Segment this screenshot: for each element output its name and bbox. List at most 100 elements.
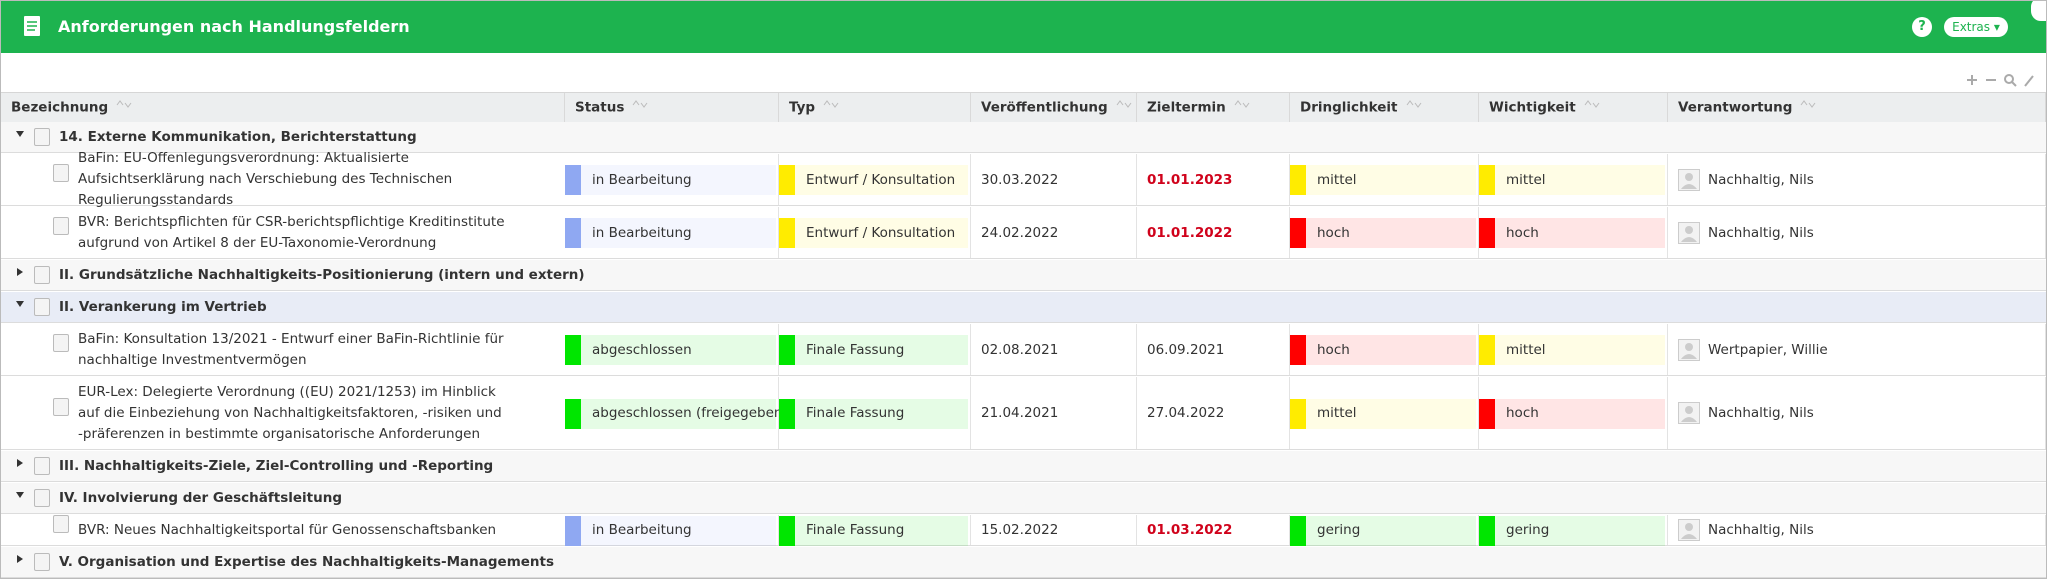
status-bg — [565, 218, 776, 248]
importance-cell: hoch — [1479, 377, 1668, 449]
type-indicator — [779, 515, 795, 546]
type-bg — [779, 165, 968, 195]
type-bg — [779, 398, 968, 429]
group-row[interactable]: 14. Externe Kommunikation, Berichterstat… — [1, 122, 2046, 153]
group-row[interactable]: III. Nachhaltigkeits-Ziele, Ziel-Control… — [1, 451, 2046, 482]
item-row[interactable]: BaFin: Konsultation 13/2021 - Entwurf ei… — [1, 324, 2046, 376]
type-bg — [779, 218, 968, 248]
urgency-bg — [1290, 165, 1476, 195]
due-text: 01.01.2023 — [1147, 171, 1233, 188]
column-label[interactable]: Bezeichnung — [11, 99, 109, 116]
importance-indicator — [1479, 218, 1495, 248]
importance-text: hoch — [1506, 405, 1539, 421]
column-label[interactable]: Typ — [789, 99, 816, 116]
extras-button[interactable]: Extras ▾ — [1944, 17, 2008, 37]
item-icon — [53, 217, 69, 235]
type-text: Finale Fassung — [806, 522, 905, 538]
published-cell: 21.04.2021 — [971, 377, 1137, 449]
group-row[interactable]: IV. Involvierung der Geschäftsleitung — [1, 483, 2046, 514]
status-bg — [565, 165, 776, 195]
group-icon — [34, 489, 50, 507]
item-row[interactable]: EUR-Lex: Delegierte Verordnung ((EU) 202… — [1, 377, 2046, 450]
item-name: BVR: Berichtspflichten für CSR-berichtsp… — [78, 207, 508, 258]
expand-toggle[interactable] — [15, 260, 25, 290]
column-label[interactable]: Veröffentlichung — [981, 99, 1108, 116]
extras-label[interactable]: Extras — [1952, 20, 1991, 34]
column-header[interactable]: Typ — [779, 93, 971, 122]
owner-cell: Nachhaltig, Nils — [1668, 207, 2046, 258]
item-name-text: EUR-Lex: Delegierte Verordnung ((EU) 202… — [78, 383, 502, 442]
column-header[interactable]: Zieltermin — [1137, 93, 1290, 122]
owner-cell: Nachhaltig, Nils — [1668, 377, 2046, 449]
item-icon — [53, 397, 69, 416]
column-label[interactable]: Dringlichkeit — [1300, 99, 1398, 116]
type-cell: Entwurf / Konsultation — [779, 154, 971, 205]
status-text: abgeschlossen (freigegeben) — [592, 405, 788, 421]
status-indicator — [565, 218, 581, 248]
importance-bg — [1479, 165, 1665, 195]
status-cell: in Bearbeitung — [565, 207, 779, 258]
avatar — [1678, 338, 1700, 361]
item-name: EUR-Lex: Delegierte Verordnung ((EU) 202… — [78, 377, 508, 449]
column-header[interactable]: Bezeichnung — [1, 93, 565, 122]
status-indicator — [565, 335, 581, 365]
item-name-text: BVR: Berichtspflichten für CSR-berichtsp… — [78, 213, 505, 251]
type-cell: Finale Fassung — [779, 324, 971, 375]
urgency-indicator — [1290, 218, 1306, 248]
published-cell: 15.02.2022 — [971, 515, 1137, 545]
importance-indicator — [1479, 165, 1495, 195]
due-text: 01.01.2022 — [1147, 224, 1233, 241]
column-label[interactable]: Verantwortung — [1678, 99, 1793, 116]
status-indicator — [565, 515, 581, 546]
importance-cell: mittel — [1479, 324, 1668, 375]
urgency-text: hoch — [1317, 341, 1350, 358]
expand-toggle[interactable] — [15, 292, 25, 322]
status-text: in Bearbeitung — [592, 224, 692, 241]
importance-cell: gering — [1479, 515, 1668, 546]
status-cell: in Bearbeitung — [565, 154, 779, 205]
sort-icon — [632, 93, 648, 122]
column-header[interactable]: Dringlichkeit — [1290, 93, 1479, 122]
urgency-bg — [1290, 398, 1476, 429]
owner-cell: Nachhaltig, Nils — [1668, 515, 2046, 545]
group-label: 14. Externe Kommunikation, Berichterstat… — [59, 129, 417, 145]
type-indicator — [779, 335, 795, 365]
sort-icon — [1406, 93, 1422, 122]
item-row[interactable]: BVR: Berichtspflichten für CSR-berichtsp… — [1, 207, 2046, 259]
group-icon — [34, 298, 50, 316]
expand-toggle[interactable] — [15, 547, 25, 577]
group-row[interactable]: V. Organisation und Expertise des Nachha… — [1, 547, 2046, 578]
group-row[interactable]: II. Grundsätzliche Nachhaltigkeits-Posit… — [1, 260, 2046, 291]
item-row[interactable]: BVR: Neues Nachhaltigkeitsportal für Gen… — [1, 514, 2046, 546]
expand-toggle[interactable] — [15, 451, 25, 481]
column-label[interactable]: Zieltermin — [1147, 99, 1226, 116]
column-label[interactable]: Wichtigkeit — [1489, 99, 1576, 116]
column-header[interactable]: Verantwortung — [1668, 93, 2046, 122]
group-row[interactable]: II. Verankerung im Vertrieb — [1, 292, 2046, 323]
status-bg — [565, 398, 776, 429]
column-header[interactable]: Status — [565, 93, 779, 122]
expand-toggle[interactable] — [15, 122, 25, 152]
published-text: 30.03.2022 — [981, 171, 1059, 188]
due-text: 01.03.2022 — [1147, 522, 1233, 538]
importance-text: hoch — [1506, 224, 1539, 241]
due-cell: 01.03.2022 — [1137, 515, 1290, 545]
help-button[interactable]: ? — [1912, 17, 1932, 37]
status-text: in Bearbeitung — [592, 171, 692, 188]
column-label[interactable]: Status — [575, 99, 625, 116]
close-button[interactable] — [2029, 1, 2046, 23]
status-indicator — [565, 165, 581, 195]
urgency-cell: mittel — [1290, 154, 1479, 205]
column-header[interactable]: Wichtigkeit — [1479, 93, 1668, 122]
item-name-text: BaFin: Konsultation 13/2021 - Entwurf ei… — [78, 330, 504, 368]
status-bg — [565, 515, 776, 546]
item-row[interactable]: BaFin: EU-Offenlegungsverordnung: Aktual… — [1, 150, 2046, 208]
importance-cell: mittel — [1479, 154, 1668, 205]
column-header[interactable]: Veröffentlichung — [971, 93, 1137, 122]
toolbar — [1967, 74, 2034, 87]
urgency-text: hoch — [1317, 224, 1350, 241]
type-cell: Finale Fassung — [779, 515, 971, 546]
group-label: III. Nachhaltigkeits-Ziele, Ziel-Control… — [59, 458, 494, 474]
expand-toggle[interactable] — [15, 483, 25, 513]
